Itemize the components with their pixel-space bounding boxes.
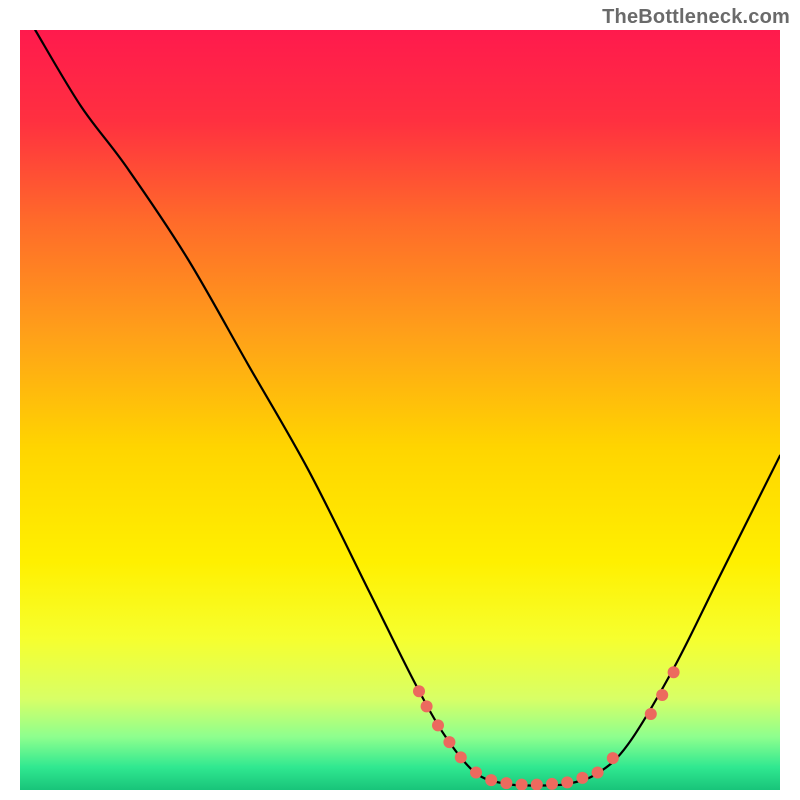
data-marker [546, 778, 558, 790]
watermark-label: TheBottleneck.com [602, 6, 790, 29]
data-marker [485, 774, 497, 786]
data-marker [470, 767, 482, 779]
plot-area [20, 30, 780, 790]
data-marker [413, 685, 425, 697]
data-marker [500, 777, 512, 789]
chart-container: TheBottleneck.com [0, 0, 800, 800]
data-marker [443, 736, 455, 748]
chart-background [20, 30, 780, 790]
data-marker [576, 772, 588, 784]
data-marker [455, 751, 467, 763]
data-marker [592, 767, 604, 779]
data-marker [645, 708, 657, 720]
data-marker [607, 752, 619, 764]
data-marker [421, 700, 433, 712]
data-marker [668, 666, 680, 678]
data-marker [432, 719, 444, 731]
chart-svg [20, 30, 780, 790]
data-marker [656, 689, 668, 701]
data-marker [561, 776, 573, 788]
